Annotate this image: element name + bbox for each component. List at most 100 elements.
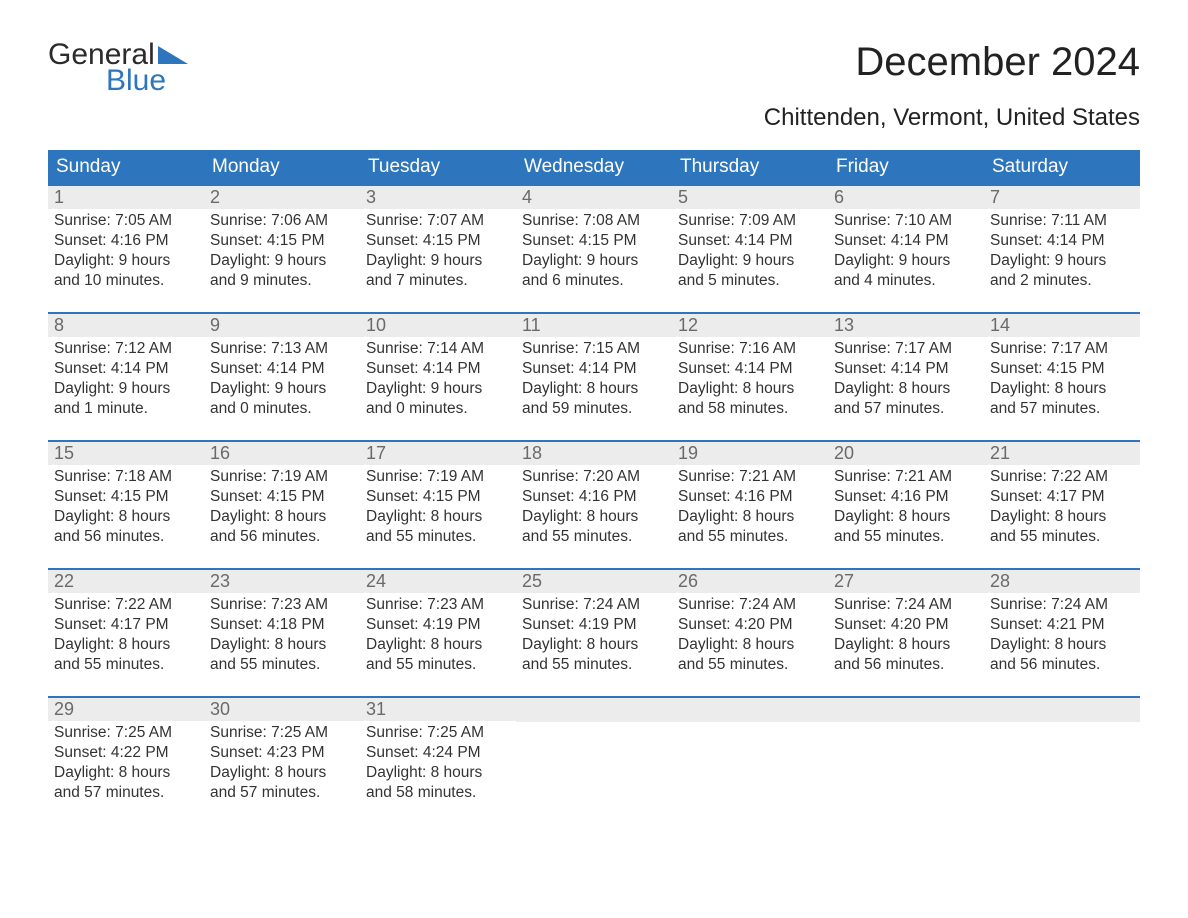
- daylight-line: Daylight: 9 hours and 9 minutes.: [210, 251, 354, 291]
- sunset-line: Sunset: 4:23 PM: [210, 743, 354, 763]
- sunset-line: Sunset: 4:15 PM: [990, 359, 1134, 379]
- day-number: 20: [828, 442, 984, 465]
- day-details: Sunrise: 7:14 AMSunset: 4:14 PMDaylight:…: [360, 337, 516, 424]
- sunrise-line: Sunrise: 7:14 AM: [366, 339, 510, 359]
- sunrise-line: Sunrise: 7:15 AM: [522, 339, 666, 359]
- day-details: Sunrise: 7:20 AMSunset: 4:16 PMDaylight:…: [516, 465, 672, 552]
- sunset-line: Sunset: 4:21 PM: [990, 615, 1134, 635]
- calendar-day: 24Sunrise: 7:23 AMSunset: 4:19 PMDayligh…: [360, 570, 516, 682]
- sunrise-line: Sunrise: 7:25 AM: [366, 723, 510, 743]
- day-details: Sunrise: 7:09 AMSunset: 4:14 PMDaylight:…: [672, 209, 828, 296]
- day-details: Sunrise: 7:15 AMSunset: 4:14 PMDaylight:…: [516, 337, 672, 424]
- daylight-line: Daylight: 8 hours and 55 minutes.: [678, 635, 822, 675]
- day-details: Sunrise: 7:11 AMSunset: 4:14 PMDaylight:…: [984, 209, 1140, 296]
- day-number: 28: [984, 570, 1140, 593]
- calendar-day: 14Sunrise: 7:17 AMSunset: 4:15 PMDayligh…: [984, 314, 1140, 426]
- day-details: Sunrise: 7:12 AMSunset: 4:14 PMDaylight:…: [48, 337, 204, 424]
- sunset-line: Sunset: 4:15 PM: [54, 487, 198, 507]
- daylight-line: Daylight: 9 hours and 4 minutes.: [834, 251, 978, 291]
- daylight-line: Daylight: 8 hours and 55 minutes.: [678, 507, 822, 547]
- calendar-day: 23Sunrise: 7:23 AMSunset: 4:18 PMDayligh…: [204, 570, 360, 682]
- sunrise-line: Sunrise: 7:22 AM: [990, 467, 1134, 487]
- sunrise-line: Sunrise: 7:24 AM: [522, 595, 666, 615]
- sunrise-line: Sunrise: 7:17 AM: [990, 339, 1134, 359]
- day-details: Sunrise: 7:24 AMSunset: 4:20 PMDaylight:…: [828, 593, 984, 680]
- sunrise-line: Sunrise: 7:06 AM: [210, 211, 354, 231]
- daylight-line: Daylight: 8 hours and 55 minutes.: [366, 507, 510, 547]
- calendar-day: [984, 698, 1140, 810]
- day-details: Sunrise: 7:23 AMSunset: 4:18 PMDaylight:…: [204, 593, 360, 680]
- calendar-day: 6Sunrise: 7:10 AMSunset: 4:14 PMDaylight…: [828, 186, 984, 298]
- day-details: Sunrise: 7:19 AMSunset: 4:15 PMDaylight:…: [204, 465, 360, 552]
- day-number: 1: [48, 186, 204, 209]
- sunset-line: Sunset: 4:20 PM: [678, 615, 822, 635]
- day-number: 12: [672, 314, 828, 337]
- calendar-day: [516, 698, 672, 810]
- dow-wednesday: Wednesday: [516, 150, 672, 184]
- sunset-line: Sunset: 4:17 PM: [54, 615, 198, 635]
- day-number: 14: [984, 314, 1140, 337]
- calendar-day: 30Sunrise: 7:25 AMSunset: 4:23 PMDayligh…: [204, 698, 360, 810]
- dow-sunday: Sunday: [48, 150, 204, 184]
- day-details: Sunrise: 7:21 AMSunset: 4:16 PMDaylight:…: [672, 465, 828, 552]
- day-number: 11: [516, 314, 672, 337]
- daylight-line: Daylight: 8 hours and 55 minutes.: [366, 635, 510, 675]
- sunrise-line: Sunrise: 7:23 AM: [366, 595, 510, 615]
- day-number: 27: [828, 570, 984, 593]
- sunrise-line: Sunrise: 7:21 AM: [678, 467, 822, 487]
- sunset-line: Sunset: 4:18 PM: [210, 615, 354, 635]
- sunrise-line: Sunrise: 7:16 AM: [678, 339, 822, 359]
- dow-friday: Friday: [828, 150, 984, 184]
- day-details: Sunrise: 7:08 AMSunset: 4:15 PMDaylight:…: [516, 209, 672, 296]
- daylight-line: Daylight: 9 hours and 2 minutes.: [990, 251, 1134, 291]
- sunrise-line: Sunrise: 7:25 AM: [54, 723, 198, 743]
- calendar-day: 10Sunrise: 7:14 AMSunset: 4:14 PMDayligh…: [360, 314, 516, 426]
- day-details: Sunrise: 7:10 AMSunset: 4:14 PMDaylight:…: [828, 209, 984, 296]
- dow-monday: Monday: [204, 150, 360, 184]
- calendar-week: 8Sunrise: 7:12 AMSunset: 4:14 PMDaylight…: [48, 312, 1140, 426]
- calendar-day: 9Sunrise: 7:13 AMSunset: 4:14 PMDaylight…: [204, 314, 360, 426]
- day-number: 10: [360, 314, 516, 337]
- day-number: 2: [204, 186, 360, 209]
- sunrise-line: Sunrise: 7:20 AM: [522, 467, 666, 487]
- day-number: 31: [360, 698, 516, 721]
- daylight-line: Daylight: 8 hours and 58 minutes.: [678, 379, 822, 419]
- calendar-day: [828, 698, 984, 810]
- calendar-day: 3Sunrise: 7:07 AMSunset: 4:15 PMDaylight…: [360, 186, 516, 298]
- day-number: 6: [828, 186, 984, 209]
- sunset-line: Sunset: 4:16 PM: [522, 487, 666, 507]
- calendar-day: 12Sunrise: 7:16 AMSunset: 4:14 PMDayligh…: [672, 314, 828, 426]
- sunrise-line: Sunrise: 7:11 AM: [990, 211, 1134, 231]
- day-details: Sunrise: 7:06 AMSunset: 4:15 PMDaylight:…: [204, 209, 360, 296]
- calendar-day: 19Sunrise: 7:21 AMSunset: 4:16 PMDayligh…: [672, 442, 828, 554]
- day-details: Sunrise: 7:05 AMSunset: 4:16 PMDaylight:…: [48, 209, 204, 296]
- daylight-line: Daylight: 8 hours and 55 minutes.: [54, 635, 198, 675]
- day-number: 8: [48, 314, 204, 337]
- day-details: Sunrise: 7:24 AMSunset: 4:19 PMDaylight:…: [516, 593, 672, 680]
- day-number: 30: [204, 698, 360, 721]
- daylight-line: Daylight: 8 hours and 57 minutes.: [210, 763, 354, 803]
- calendar-day: 22Sunrise: 7:22 AMSunset: 4:17 PMDayligh…: [48, 570, 204, 682]
- day-number: 29: [48, 698, 204, 721]
- dow-thursday: Thursday: [672, 150, 828, 184]
- calendar-day: 2Sunrise: 7:06 AMSunset: 4:15 PMDaylight…: [204, 186, 360, 298]
- calendar-day: 25Sunrise: 7:24 AMSunset: 4:19 PMDayligh…: [516, 570, 672, 682]
- calendar-day: 4Sunrise: 7:08 AMSunset: 4:15 PMDaylight…: [516, 186, 672, 298]
- sunset-line: Sunset: 4:22 PM: [54, 743, 198, 763]
- sunrise-line: Sunrise: 7:12 AM: [54, 339, 198, 359]
- day-details: Sunrise: 7:25 AMSunset: 4:23 PMDaylight:…: [204, 721, 360, 808]
- sunset-line: Sunset: 4:15 PM: [366, 231, 510, 251]
- sunrise-line: Sunrise: 7:17 AM: [834, 339, 978, 359]
- daylight-line: Daylight: 8 hours and 55 minutes.: [834, 507, 978, 547]
- daylight-line: Daylight: 8 hours and 55 minutes.: [210, 635, 354, 675]
- calendar-week: 15Sunrise: 7:18 AMSunset: 4:15 PMDayligh…: [48, 440, 1140, 554]
- daylight-line: Daylight: 9 hours and 1 minute.: [54, 379, 198, 419]
- day-number: 22: [48, 570, 204, 593]
- calendar-day: 20Sunrise: 7:21 AMSunset: 4:16 PMDayligh…: [828, 442, 984, 554]
- calendar-day: 27Sunrise: 7:24 AMSunset: 4:20 PMDayligh…: [828, 570, 984, 682]
- daylight-line: Daylight: 8 hours and 57 minutes.: [54, 763, 198, 803]
- day-number: 7: [984, 186, 1140, 209]
- sunrise-line: Sunrise: 7:09 AM: [678, 211, 822, 231]
- day-details: Sunrise: 7:17 AMSunset: 4:15 PMDaylight:…: [984, 337, 1140, 424]
- calendar-day: 17Sunrise: 7:19 AMSunset: 4:15 PMDayligh…: [360, 442, 516, 554]
